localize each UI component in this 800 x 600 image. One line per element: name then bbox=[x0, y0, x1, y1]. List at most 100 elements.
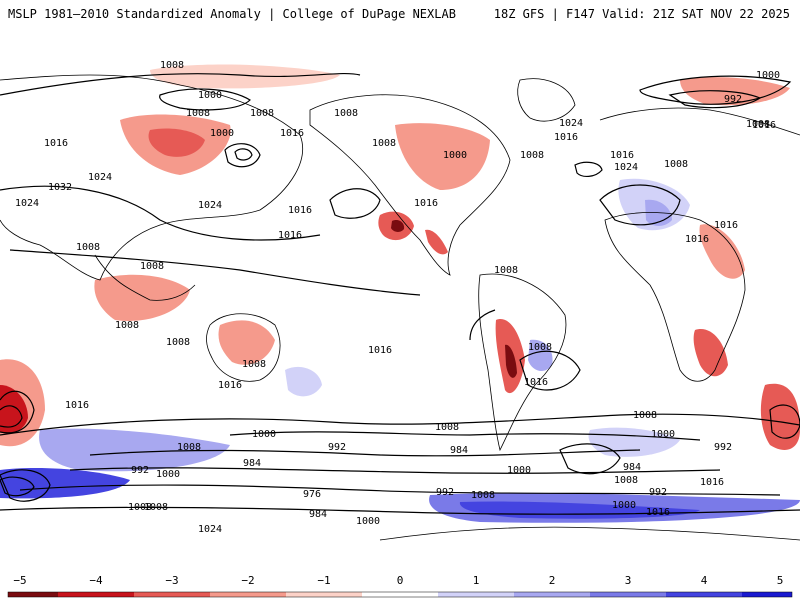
contour-label: 1008 bbox=[250, 108, 274, 119]
contour-label: 1000 bbox=[356, 516, 380, 527]
anomaly-neg-gulf-core bbox=[391, 219, 405, 232]
isobar bbox=[0, 469, 51, 502]
contour-label: 1016 bbox=[610, 150, 634, 161]
isobar bbox=[0, 390, 35, 434]
southeast-asia-outline bbox=[94, 254, 196, 301]
contour-label: 992 bbox=[328, 442, 346, 453]
contour-label: 976 bbox=[303, 489, 321, 500]
isobar bbox=[574, 161, 603, 177]
anomaly-neg-madagascar bbox=[693, 329, 728, 377]
antarctica-outline bbox=[379, 526, 800, 541]
colorbar-tick-label: 2 bbox=[549, 574, 556, 587]
anomaly-neg-north-pacific bbox=[150, 64, 340, 89]
colorbar-tick-label: 3 bbox=[625, 574, 632, 587]
contour-label: 1008 bbox=[115, 320, 139, 331]
isobars bbox=[0, 72, 800, 515]
anomaly-colorbar: −5 −4 −3 −2 −1 0 1 2 3 4 5 bbox=[7, 574, 793, 598]
isobar bbox=[639, 75, 792, 105]
contour-label: 1016 bbox=[414, 198, 438, 209]
asia-outline bbox=[0, 74, 303, 281]
colorbar-segment bbox=[438, 592, 514, 597]
colorbar-tick-label: 0 bbox=[397, 574, 404, 587]
contour-label: 1008 bbox=[528, 342, 552, 353]
isobar bbox=[229, 431, 701, 441]
colorbar-segment bbox=[400, 592, 438, 597]
isobar bbox=[599, 184, 681, 226]
contour-label: 1016 bbox=[685, 234, 709, 245]
contour-label: 1000 bbox=[156, 469, 180, 480]
contour-label: 1016 bbox=[65, 400, 89, 411]
valid-time: 18Z GFS | F147 Valid: 21Z SAT NOV 22 202… bbox=[493, 7, 790, 21]
contour-label: 1008 bbox=[435, 422, 459, 433]
contour-label: 984 bbox=[243, 458, 261, 469]
isobar bbox=[234, 148, 253, 161]
isobar bbox=[69, 467, 721, 474]
contour-label: 1008 bbox=[128, 502, 152, 513]
isobar bbox=[0, 405, 23, 428]
contour-label: 1016 bbox=[646, 507, 670, 518]
contour-label: 1008 bbox=[633, 410, 657, 421]
isobar bbox=[224, 143, 261, 168]
isobar bbox=[559, 443, 621, 475]
contour-label: 1008 bbox=[76, 242, 100, 253]
anomaly-neg-indonesia bbox=[94, 274, 190, 321]
colorbar-tick-label: 1 bbox=[473, 574, 480, 587]
header: MSLP 1981–2010 Standardized Anomaly | Co… bbox=[0, 0, 800, 34]
contour-label: 1000 bbox=[210, 128, 234, 139]
anomaly-neg-andes-core bbox=[505, 344, 517, 378]
isobar bbox=[0, 413, 800, 436]
contour-label: 1008 bbox=[144, 502, 168, 513]
contour-label: 1000 bbox=[756, 70, 780, 81]
colorbar-segment bbox=[362, 592, 400, 597]
colorbar-segments bbox=[7, 591, 793, 598]
contour-label: 1016 bbox=[288, 205, 312, 216]
contour-label: 1016 bbox=[44, 138, 68, 149]
anomaly-neg-siberia-core bbox=[148, 128, 205, 157]
colorbar-segment bbox=[666, 592, 742, 597]
colorbar-tick-label: −1 bbox=[317, 574, 330, 587]
europe-outline bbox=[599, 107, 800, 136]
anomaly-pos-south-pacific bbox=[285, 366, 322, 397]
colorbar-tick-label: −5 bbox=[13, 574, 26, 587]
north-america-outline bbox=[309, 94, 511, 276]
anomaly-pos-patagonia bbox=[528, 339, 553, 372]
contour-label: 1016 bbox=[554, 132, 578, 143]
colorbar-outline bbox=[7, 591, 793, 598]
isobar bbox=[9, 249, 421, 296]
contour-label: 984 bbox=[309, 509, 327, 520]
contour-label: 1024 bbox=[198, 524, 222, 535]
contour-label: 1016 bbox=[218, 380, 242, 391]
contour-label: 1008 bbox=[664, 159, 688, 170]
isobar bbox=[519, 350, 581, 391]
australia-outline bbox=[206, 313, 281, 382]
contour-label: 992 bbox=[714, 442, 732, 453]
contour-label: 1008 bbox=[614, 475, 638, 486]
anomaly-neg-south-indian-low-core bbox=[0, 385, 28, 434]
contour-label: 992 bbox=[436, 487, 454, 498]
isobar bbox=[0, 185, 321, 241]
colorbar-ticks: −5 −4 −3 −2 −1 0 1 2 3 4 5 bbox=[13, 574, 783, 587]
contour-label: 1016 bbox=[714, 220, 738, 231]
contour-label: 1008 bbox=[177, 442, 201, 453]
contour-label: 1000 bbox=[252, 429, 276, 440]
contour-label: 1024 bbox=[559, 118, 583, 129]
south-america-outline bbox=[478, 273, 567, 452]
contour-label: 1008 bbox=[334, 108, 358, 119]
contour-label: 984 bbox=[450, 445, 468, 456]
contour-label: 1024 bbox=[15, 198, 39, 209]
colorbar-segment bbox=[8, 592, 58, 597]
colorbar-segment bbox=[286, 592, 362, 597]
colorbar-segment bbox=[742, 592, 792, 597]
contour-label: 1024 bbox=[614, 162, 638, 173]
contour-label: 1008 bbox=[186, 108, 210, 119]
anomaly-neg-north-america bbox=[395, 123, 490, 190]
contour-label: 1008 bbox=[746, 119, 770, 130]
coastlines bbox=[0, 74, 800, 541]
contour-label: 1016 bbox=[700, 477, 724, 488]
anomaly-neg-south-atlantic-low bbox=[760, 383, 800, 450]
colorbar-segment bbox=[210, 592, 286, 597]
contour-label: 1008 bbox=[140, 261, 164, 272]
contour-label: 1024 bbox=[198, 200, 222, 211]
colorbar-segment bbox=[514, 592, 590, 597]
